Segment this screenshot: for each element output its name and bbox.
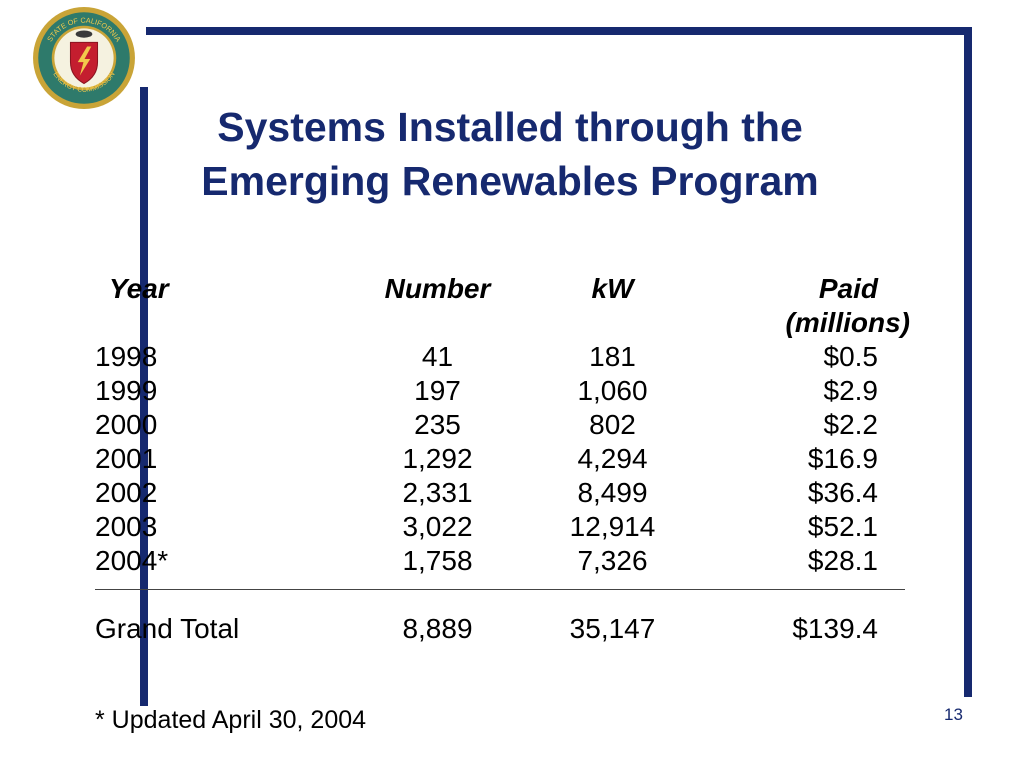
cell-paid: $52.1	[807, 511, 878, 542]
cell-paid: $28.1	[807, 545, 878, 576]
cell-year: 2002	[95, 477, 158, 508]
cell-year: 1998	[95, 341, 158, 372]
page-number: 13	[944, 705, 963, 724]
california-energy-commission-seal-icon: STATE OF CALIFORNIA ENERGY COMMISSION	[32, 6, 136, 110]
cell-number: 1,758	[402, 545, 473, 576]
systems-installed-table: Year Number kW Paid (millions) 1998 41 1…	[95, 272, 910, 646]
cell-kw: 181	[589, 341, 636, 372]
table-row: 2002 2,331 8,499 $36.4	[95, 476, 910, 510]
cell-kw: 802	[589, 409, 636, 440]
cell-year: 2001	[95, 443, 158, 474]
grand-total-paid: $139.4	[792, 613, 878, 644]
cell-paid: $36.4	[807, 477, 878, 508]
grand-total-row: Grand Total 8,889 35,147 $139.4	[95, 612, 910, 646]
cell-year: 2003	[95, 511, 158, 542]
grand-total-number: 8,889	[402, 613, 473, 644]
header-paid-label: Paid	[818, 273, 878, 304]
cell-number: 2,331	[402, 477, 473, 508]
table-header-row: Year Number kW Paid (millions)	[95, 272, 910, 340]
table-row: 2003 3,022 12,914 $52.1	[95, 510, 910, 544]
cell-year: 2000	[95, 409, 158, 440]
table-row: 1999 197 1,060 $2.9	[95, 374, 910, 408]
slide-title: Systems Installed through the Emerging R…	[60, 100, 960, 208]
cell-kw: 12,914	[569, 511, 656, 542]
cell-kw: 1,060	[577, 375, 648, 406]
slide-title-line2: Emerging Renewables Program	[201, 158, 819, 204]
cell-number: 3,022	[402, 511, 473, 542]
cell-number: 235	[414, 409, 461, 440]
header-paid-units: (millions)	[785, 307, 910, 338]
cell-kw: 8,499	[577, 477, 648, 508]
slide-title-line1: Systems Installed through the	[217, 104, 803, 150]
cell-year: 1999	[95, 375, 158, 406]
frame-bar-top	[146, 27, 972, 35]
frame-bar-right	[964, 27, 972, 697]
cell-kw: 7,326	[577, 545, 648, 576]
table-row: 2000 235 802 $2.2	[95, 408, 910, 442]
cell-number: 41	[421, 341, 454, 372]
cell-number: 197	[414, 375, 461, 406]
header-number: Number	[384, 273, 491, 304]
cell-paid: $16.9	[807, 443, 878, 474]
header-year: Year	[109, 273, 169, 304]
header-paid: Paid (millions)	[685, 272, 910, 340]
table-separator-line	[95, 589, 905, 590]
cell-number: 1,292	[402, 443, 473, 474]
cell-paid: $2.9	[823, 375, 879, 406]
grand-total-kw: 35,147	[569, 613, 656, 644]
footnote: * Updated April 30, 2004	[95, 706, 367, 734]
table-row: 1998 41 181 $0.5	[95, 340, 910, 374]
table-row: 2004* 1,758 7,326 $28.1	[95, 544, 910, 578]
cell-paid: $2.2	[823, 409, 879, 440]
cell-year: 2004*	[95, 545, 169, 576]
grand-total-label: Grand Total	[95, 613, 240, 644]
frame-bar-left	[140, 87, 148, 706]
cell-paid: $0.5	[823, 341, 879, 372]
header-kw: kW	[591, 273, 634, 304]
cell-kw: 4,294	[577, 443, 648, 474]
table-row: 2001 1,292 4,294 $16.9	[95, 442, 910, 476]
